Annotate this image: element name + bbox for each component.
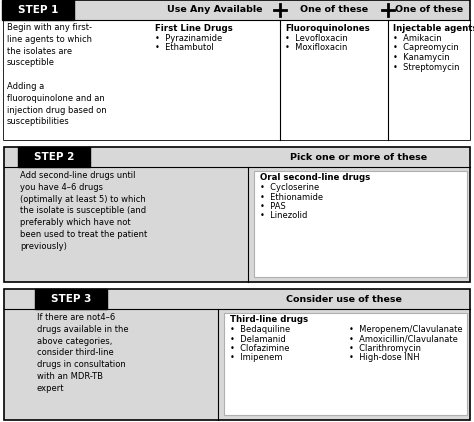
Text: •  Kanamycin: • Kanamycin — [393, 53, 450, 62]
Text: •  Streptomycin: • Streptomycin — [393, 62, 459, 71]
Text: •  Ethionamide: • Ethionamide — [260, 192, 323, 201]
Text: •  Moxifloxacin: • Moxifloxacin — [285, 43, 347, 52]
Text: If there are not4–6
drugs available in the
above categories,
consider third-line: If there are not4–6 drugs available in t… — [37, 313, 128, 393]
Text: •  High-dose INH: • High-dose INH — [349, 354, 420, 362]
Text: •  Ethambutol: • Ethambutol — [155, 43, 214, 52]
Text: STEP 2: STEP 2 — [34, 152, 74, 162]
Text: •  Amoxicillin/Clavulanate: • Amoxicillin/Clavulanate — [349, 335, 458, 344]
FancyBboxPatch shape — [4, 289, 470, 420]
Text: •  PAS: • PAS — [260, 202, 286, 211]
Text: •  Clofazimine: • Clofazimine — [230, 344, 290, 353]
Text: Consider use of these: Consider use of these — [286, 295, 402, 303]
FancyBboxPatch shape — [4, 147, 470, 282]
Text: •  Bedaquiline: • Bedaquiline — [230, 325, 290, 334]
Text: •  Cycloserine: • Cycloserine — [260, 183, 319, 192]
Text: •  Levofloxacin: • Levofloxacin — [285, 34, 348, 43]
Text: Third-line drugs: Third-line drugs — [230, 315, 308, 324]
Text: •  Capreomycin: • Capreomycin — [393, 43, 459, 52]
Text: Use Any Available: Use Any Available — [167, 5, 263, 14]
FancyBboxPatch shape — [2, 0, 74, 20]
Text: •  Linezolid: • Linezolid — [260, 211, 307, 221]
Text: Add second-line drugs until
you have 4–6 drugs
(optimally at least 5) to which
t: Add second-line drugs until you have 4–6… — [20, 171, 147, 251]
Text: Fluoroquinolones: Fluoroquinolones — [285, 24, 370, 33]
Text: Pick one or more of these: Pick one or more of these — [291, 152, 428, 162]
Text: One of these: One of these — [300, 5, 368, 14]
FancyBboxPatch shape — [35, 289, 107, 309]
Text: STEP 3: STEP 3 — [51, 294, 91, 304]
Text: •  Pyrazinamide: • Pyrazinamide — [155, 34, 222, 43]
FancyBboxPatch shape — [224, 313, 467, 415]
Text: Begin with any first-
line agents to which
the isolates are
susceptible

Adding : Begin with any first- line agents to whi… — [7, 23, 107, 127]
Text: •  Imipenem: • Imipenem — [230, 354, 283, 362]
Text: •  Meropenem/Clavulanate: • Meropenem/Clavulanate — [349, 325, 463, 334]
Text: •  Delamanid: • Delamanid — [230, 335, 286, 344]
Text: •  Amikacin: • Amikacin — [393, 34, 442, 43]
FancyBboxPatch shape — [4, 0, 470, 140]
FancyBboxPatch shape — [4, 20, 470, 140]
Text: Oral second-line drugs: Oral second-line drugs — [260, 173, 370, 182]
Text: Injectable agents: Injectable agents — [393, 24, 474, 33]
Text: First Line Drugs: First Line Drugs — [155, 24, 233, 33]
FancyBboxPatch shape — [18, 147, 90, 167]
Text: •  Clarithromycin: • Clarithromycin — [349, 344, 421, 353]
FancyBboxPatch shape — [254, 171, 467, 277]
Text: STEP 1: STEP 1 — [18, 5, 58, 15]
Text: One of these: One of these — [395, 5, 463, 14]
